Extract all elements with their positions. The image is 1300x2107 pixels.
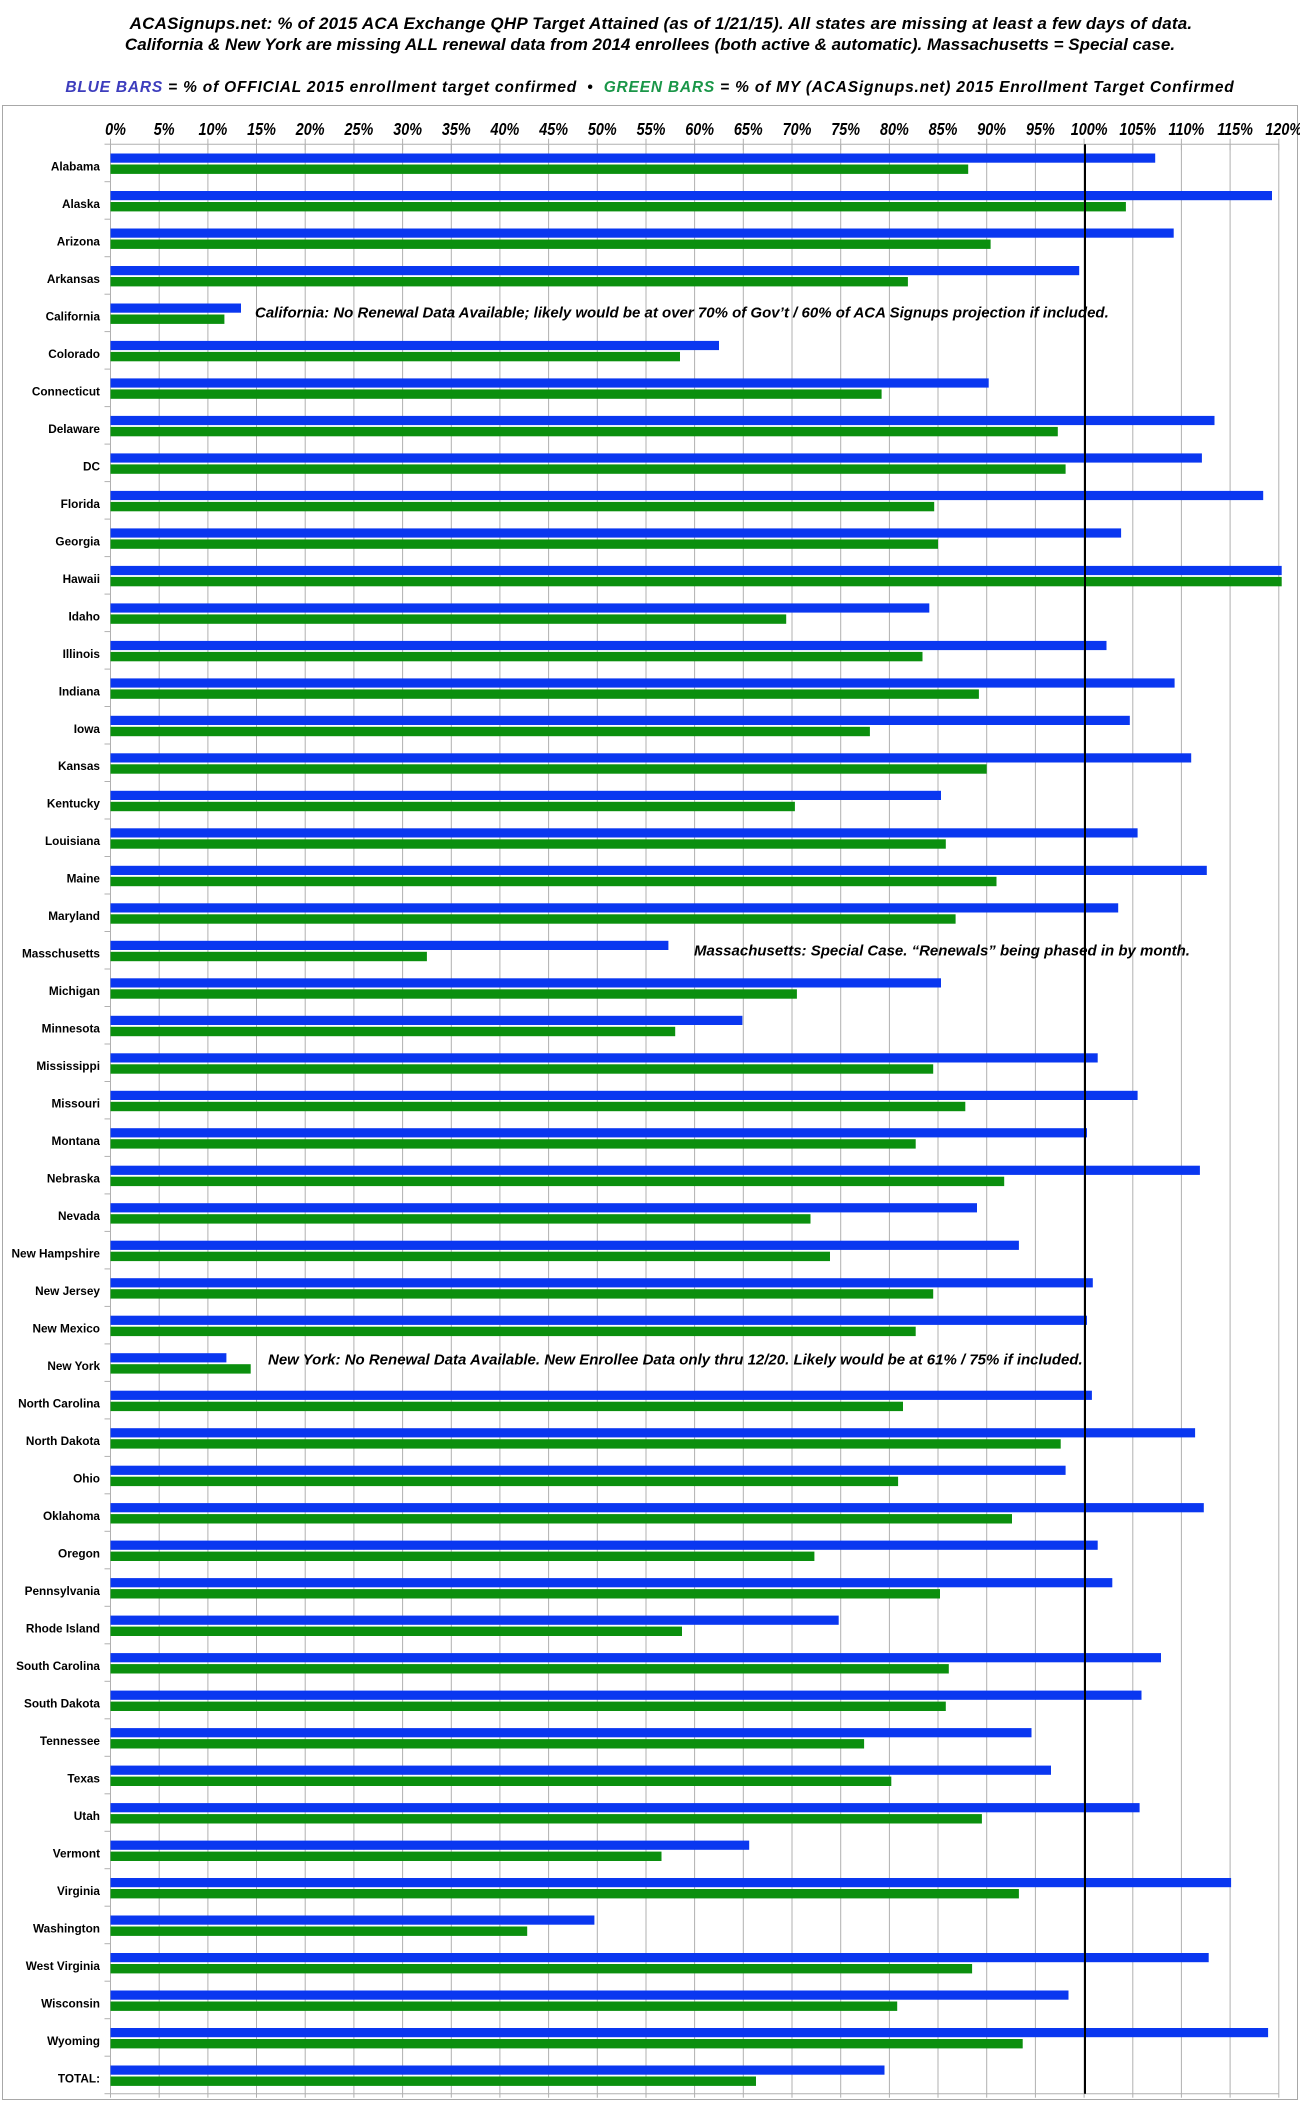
svg-text:New York: No Renewal Data Avai: New York: No Renewal Data Available. New…: [268, 1352, 1083, 1369]
svg-text:DC: DC: [83, 459, 101, 473]
svg-text:Oklahoma: Oklahoma: [43, 1509, 100, 1523]
svg-text:Nebraska: Nebraska: [47, 1172, 101, 1186]
svg-text:Nevada: Nevada: [58, 1209, 100, 1223]
svg-text:Wyoming: Wyoming: [47, 2034, 100, 2048]
svg-text:Utah: Utah: [74, 1809, 100, 1823]
svg-text:Georgia: Georgia: [55, 534, 100, 548]
svg-text:Arkansas: Arkansas: [47, 272, 101, 286]
svg-text:Illinois: Illinois: [63, 647, 101, 661]
svg-text:Rhode Island: Rhode Island: [26, 1622, 100, 1636]
svg-text:Connecticut: Connecticut: [32, 384, 100, 398]
svg-text:Iowa: Iowa: [74, 722, 101, 736]
svg-text:New Mexico: New Mexico: [32, 1322, 100, 1336]
svg-text:115%: 115%: [1217, 119, 1253, 139]
svg-text:5%: 5%: [154, 119, 175, 139]
svg-text:30%: 30%: [393, 119, 422, 139]
svg-text:Pennsylvania: Pennsylvania: [25, 1584, 101, 1598]
svg-text:Wisconsin: Wisconsin: [41, 1996, 100, 2010]
svg-text:South Dakota: South Dakota: [24, 1697, 100, 1711]
svg-text:Minnesota: Minnesota: [42, 1022, 101, 1036]
svg-text:Massachusetts: Special Case. “: Massachusetts: Special Case. “Renewals” …: [694, 943, 1190, 960]
svg-text:Missouri: Missouri: [51, 1097, 100, 1111]
svg-text:Kentucky: Kentucky: [47, 797, 101, 811]
svg-text:TOTAL:: TOTAL:: [58, 2071, 100, 2085]
svg-text:Alabama: Alabama: [51, 159, 101, 173]
svg-text:Michigan: Michigan: [49, 984, 100, 998]
svg-text:California: No Renewal Data Av: California: No Renewal Data Available; l…: [255, 305, 1109, 322]
svg-text:Alaska: Alaska: [62, 197, 100, 211]
svg-text:Washington: Washington: [33, 1921, 100, 1935]
svg-text:Delaware: Delaware: [48, 422, 100, 436]
svg-text:80%: 80%: [880, 119, 909, 139]
svg-text:20%: 20%: [295, 119, 325, 139]
svg-text:10%: 10%: [199, 119, 228, 139]
svg-text:Masschusetts: Masschusetts: [22, 947, 100, 961]
svg-text:Virginia: Virginia: [57, 1884, 100, 1898]
svg-text:60%: 60%: [685, 119, 714, 139]
svg-text:Florida: Florida: [61, 497, 101, 511]
svg-text:45%: 45%: [538, 119, 568, 139]
svg-text:25%: 25%: [344, 119, 374, 139]
svg-text:55%: 55%: [637, 119, 666, 139]
svg-text:40%: 40%: [490, 119, 520, 139]
svg-text:Oregon: Oregon: [58, 1547, 100, 1561]
svg-text:105%: 105%: [1119, 119, 1156, 139]
svg-text:New Jersey: New Jersey: [35, 1284, 100, 1298]
svg-text:Maine: Maine: [67, 872, 101, 886]
svg-text:North Carolina: North Carolina: [18, 1397, 100, 1411]
svg-text:Idaho: Idaho: [69, 609, 100, 623]
svg-text:Louisiana: Louisiana: [45, 834, 101, 848]
svg-text:Indiana: Indiana: [59, 684, 101, 698]
svg-text:Arizona: Arizona: [57, 234, 101, 248]
svg-text:South Carolina: South Carolina: [16, 1659, 100, 1673]
svg-text:Vermont: Vermont: [53, 1847, 100, 1861]
svg-text:70%: 70%: [783, 119, 812, 139]
svg-text:120%: 120%: [1265, 119, 1300, 139]
svg-text:85%: 85%: [929, 119, 958, 139]
svg-text:North Dakota: North Dakota: [26, 1434, 101, 1448]
svg-text:Texas: Texas: [67, 1772, 100, 1786]
svg-text:90%: 90%: [977, 119, 1006, 139]
svg-text:Maryland: Maryland: [48, 909, 100, 923]
svg-text:50%: 50%: [588, 119, 617, 139]
svg-text:35%: 35%: [442, 119, 471, 139]
svg-text:100%: 100%: [1071, 119, 1108, 139]
svg-text:0%: 0%: [105, 119, 126, 139]
svg-text:West Virginia: West Virginia: [26, 1959, 101, 1973]
svg-text:California: California: [46, 309, 101, 323]
svg-text:Mississippi: Mississippi: [36, 1059, 100, 1073]
svg-text:Hawaii: Hawaii: [63, 572, 100, 586]
svg-text:Tennessee: Tennessee: [40, 1734, 101, 1748]
svg-text:Colorado: Colorado: [48, 347, 100, 361]
svg-text:15%: 15%: [247, 119, 276, 139]
svg-text:Kansas: Kansas: [58, 759, 100, 773]
svg-text:110%: 110%: [1169, 119, 1205, 139]
svg-text:75%: 75%: [831, 119, 860, 139]
svg-text:Montana: Montana: [52, 1134, 101, 1148]
svg-text:New Hampshire: New Hampshire: [11, 1247, 100, 1261]
svg-text:65%: 65%: [734, 119, 763, 139]
svg-text:New York: New York: [47, 1359, 100, 1373]
svg-text:Ohio: Ohio: [73, 1472, 100, 1486]
svg-text:95%: 95%: [1026, 119, 1055, 139]
